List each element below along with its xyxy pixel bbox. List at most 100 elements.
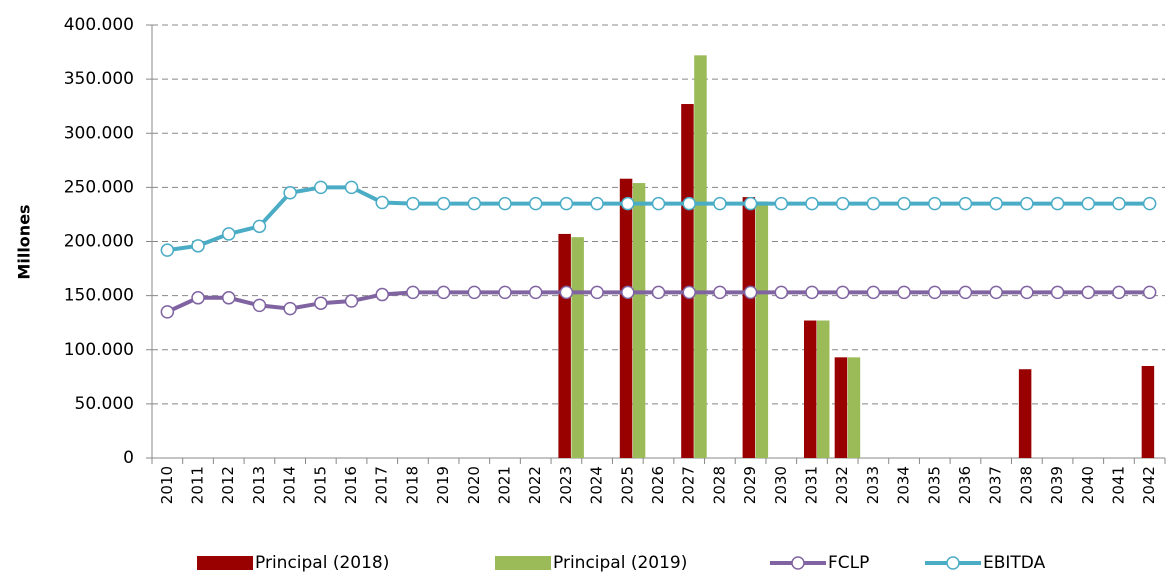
bar <box>558 233 571 458</box>
line-marker <box>897 196 911 211</box>
line-marker <box>590 196 604 211</box>
legend-label: Principal (2019) <box>553 553 687 573</box>
x-tick-label: 2041 <box>1109 466 1127 504</box>
bar <box>571 237 584 458</box>
line-marker <box>314 180 328 195</box>
x-tick-label: 2028 <box>710 466 728 504</box>
x-tick-label: 2017 <box>373 466 391 504</box>
x-tick-label: 2029 <box>741 466 759 504</box>
line-marker <box>805 196 819 211</box>
bar <box>619 178 633 458</box>
line-marker <box>436 285 451 300</box>
x-tick-label: 2010 <box>158 466 176 504</box>
line-marker <box>252 298 267 313</box>
x-tick-label: 2037 <box>987 466 1005 504</box>
legend-label: FCLP <box>828 553 869 573</box>
line-marker <box>559 285 574 300</box>
x-tick-label: 2025 <box>618 466 636 504</box>
line-marker <box>928 196 942 211</box>
x-tick-label: 2033 <box>864 466 882 504</box>
line-marker <box>713 285 727 300</box>
line-marker <box>375 287 389 302</box>
line-marker <box>1142 285 1157 300</box>
line-marker <box>1050 196 1065 211</box>
line-marker <box>1112 285 1126 300</box>
y-tick-label: 0 <box>123 448 134 468</box>
x-tick-label: 2023 <box>557 466 575 504</box>
line-marker <box>528 196 543 211</box>
line-marker <box>1050 285 1065 300</box>
x-tick-label: 2020 <box>465 466 483 504</box>
x-tick-label: 2031 <box>802 466 820 504</box>
x-tick-label: 2019 <box>434 466 452 504</box>
line-marker <box>160 243 175 257</box>
line-marker <box>651 196 666 211</box>
line-marker <box>621 285 635 300</box>
line-marker <box>498 196 512 211</box>
legend-swatch <box>791 556 805 570</box>
x-tick-label: 2035 <box>925 466 943 504</box>
x-tick-label: 2042 <box>1140 466 1158 504</box>
bar <box>834 357 848 458</box>
line-marker <box>866 285 881 300</box>
line-marker <box>1142 196 1157 211</box>
line-marker <box>1081 196 1096 211</box>
x-tick-label: 2014 <box>281 466 299 504</box>
line-marker <box>283 186 297 200</box>
line-marker <box>621 196 635 211</box>
line-marker <box>958 196 973 211</box>
line-marker <box>897 285 911 300</box>
x-tick-label: 2021 <box>496 466 514 504</box>
line-marker <box>590 285 604 300</box>
line-marker <box>743 285 758 300</box>
y-tick-label: 350.000 <box>64 69 134 89</box>
x-tick-label: 2012 <box>219 466 237 504</box>
x-tick-label: 2027 <box>680 466 698 504</box>
y-tick-label: 50.000 <box>75 394 134 414</box>
line-marker <box>344 294 359 308</box>
legend-label: EBITDA <box>983 553 1046 573</box>
x-tick-label: 2024 <box>588 466 606 504</box>
line-marker <box>1020 196 1034 211</box>
x-tick-label: 2032 <box>833 466 851 504</box>
bar <box>755 201 769 458</box>
bar <box>681 104 694 459</box>
line-marker <box>682 196 696 211</box>
line-marker <box>344 180 359 195</box>
bar <box>1018 369 1032 458</box>
line-marker <box>221 227 236 241</box>
x-tick-label: 2013 <box>250 466 268 504</box>
line-marker <box>498 285 512 300</box>
line-marker <box>406 196 420 211</box>
x-tick-label: 2018 <box>403 466 421 504</box>
line-marker <box>835 285 850 300</box>
legend-swatch <box>197 556 253 570</box>
legend-swatch <box>495 556 551 570</box>
line-marker <box>160 305 175 319</box>
line-marker <box>774 196 789 211</box>
y-tick-label: 200.000 <box>64 232 134 252</box>
x-tick-label: 2039 <box>1048 466 1066 504</box>
line-marker <box>528 285 543 300</box>
line-marker <box>805 285 819 300</box>
line-marker <box>866 196 881 211</box>
line-marker <box>682 285 696 300</box>
x-tick-label: 2011 <box>189 466 207 504</box>
bar <box>847 357 861 458</box>
y-tick-label: 400.000 <box>64 15 134 35</box>
line-marker <box>375 195 389 210</box>
line-marker <box>743 196 758 211</box>
line-marker <box>406 285 420 300</box>
line-marker <box>191 291 205 305</box>
y-axis-title: Millones <box>15 204 34 279</box>
line-marker <box>252 219 267 234</box>
line-marker <box>467 285 482 300</box>
line-marker <box>436 196 451 211</box>
y-tick-label: 100.000 <box>64 340 134 360</box>
line-marker <box>1020 285 1034 300</box>
x-tick-label: 2022 <box>526 466 544 504</box>
line-marker <box>989 285 1003 300</box>
line-marker <box>221 291 236 305</box>
line-marker <box>191 239 205 253</box>
x-tick-label: 2034 <box>895 466 913 504</box>
